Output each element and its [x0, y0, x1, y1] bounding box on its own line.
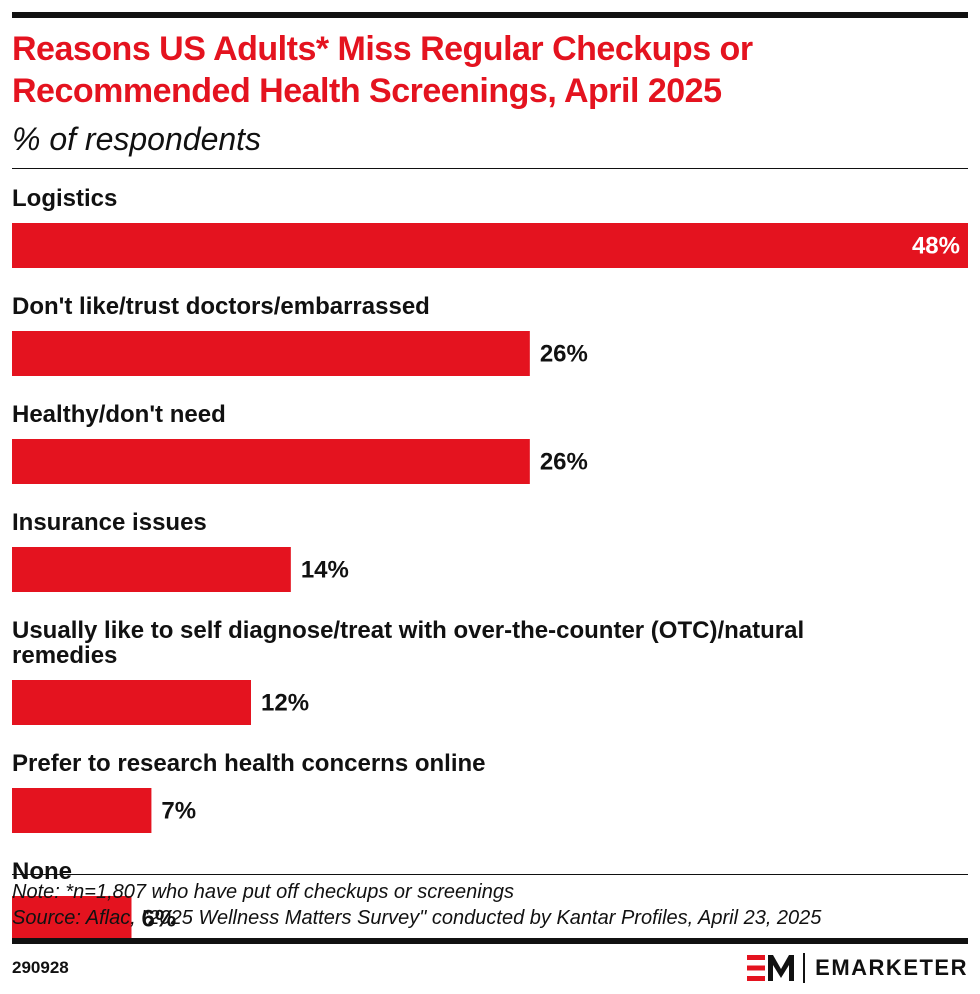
value-label: 7%	[161, 798, 196, 825]
value-label: 48%	[912, 233, 960, 260]
category-label: Prefer to research health concerns onlin…	[12, 750, 486, 777]
category-label: Logistics	[12, 185, 117, 212]
brand-name: EMARKETER	[815, 955, 968, 980]
category-label: Healthy/don't need	[12, 401, 226, 428]
category-label: Insurance issues	[12, 509, 207, 536]
category-label: None	[12, 858, 72, 885]
value-label: 26%	[540, 449, 588, 476]
note-rule	[12, 874, 968, 875]
bar[interactable]	[12, 680, 251, 725]
chart-id: 290928	[12, 958, 69, 977]
top-rule	[12, 12, 968, 18]
header-rule	[12, 168, 968, 169]
bar[interactable]	[12, 896, 132, 941]
brand-logo[interactable]: EMARKETER	[747, 951, 968, 985]
bar[interactable]	[12, 223, 968, 268]
chart-note: Note: *n=1,807 who have put off checkups…	[12, 881, 514, 903]
bar[interactable]	[12, 547, 291, 592]
emarketer-logo-icon	[747, 955, 795, 981]
chart-source: Source: Aflac, "2025 Wellness Matters Su…	[12, 907, 822, 929]
value-label: 12%	[261, 690, 309, 717]
bottom-rule	[12, 938, 968, 944]
value-label: 14%	[301, 557, 349, 584]
chart-title: Reasons US Adults* Miss Regular Checkups…	[12, 30, 753, 110]
category-label: Usually like to self diagnose/treat with…	[12, 617, 804, 644]
brand-divider	[803, 953, 806, 983]
value-label: 6%	[142, 906, 177, 933]
bar[interactable]	[12, 439, 530, 484]
bar[interactable]	[12, 331, 530, 376]
chart-subtitle: % of respondents	[12, 121, 262, 157]
value-label: 26%	[540, 341, 588, 368]
category-label: remedies	[12, 642, 117, 669]
category-label: Don't like/trust doctors/embarrassed	[12, 293, 430, 320]
bar[interactable]	[12, 788, 152, 833]
